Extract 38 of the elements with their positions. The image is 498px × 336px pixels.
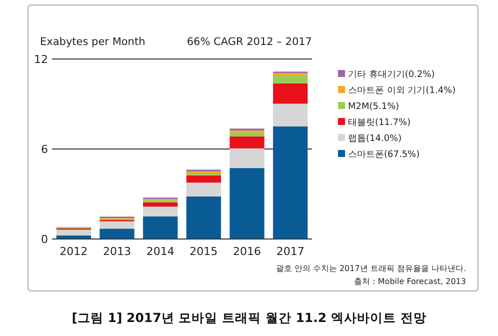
y-tick-label: 6 [41,143,48,156]
x-tick-label: 2015 [190,245,218,258]
bar [143,206,178,216]
bar [56,230,91,236]
bar [186,175,221,183]
bar [230,148,264,168]
x-tick-label: 2013 [103,245,131,258]
bar [143,202,178,207]
x-tick-label: 2016 [233,245,261,258]
bar [100,228,134,239]
text: 66% CAGR 2012 – 2017 [186,36,312,48]
legend-label: 기타 휴대기기(0.2%) [348,70,435,80]
bar [143,216,178,239]
legend-label: 스마트폰(67.5%) [348,150,420,160]
bar [273,83,308,104]
bar [273,75,308,84]
x-tick-label: 2017 [276,245,304,258]
legend-label: 태블릿(11.7%) [348,118,411,128]
legend-label: M2M(5.1%) [348,102,400,112]
y-tick-label: 0 [41,233,48,246]
bar [186,196,221,239]
bar [100,221,134,229]
y-axis-title: Exabytes per Month [40,36,146,48]
bar [273,126,308,239]
bar [186,182,221,196]
bar [230,132,264,136]
legend-label: 스마트폰 이외 기기(1.4%) [348,86,456,96]
bar [273,104,308,126]
bar [230,168,264,239]
x-tick-label: 2012 [60,245,88,258]
y-tick-label: 12 [34,53,48,66]
bar [230,136,264,148]
source-note: 출처 : Mobile Forecast, 2013 [354,277,466,286]
legend-label: 랩톱(14.0%) [348,134,402,144]
x-tick-label: 2014 [146,245,174,258]
text: 괄호 안의 수치는 2017년 트래픽 점유율을 나타낸다. [276,264,466,273]
text: [그림 1] 2017년 모바일 트래픽 월간 11.2 엑사바이트 전망 [72,310,426,325]
bar [273,72,308,76]
